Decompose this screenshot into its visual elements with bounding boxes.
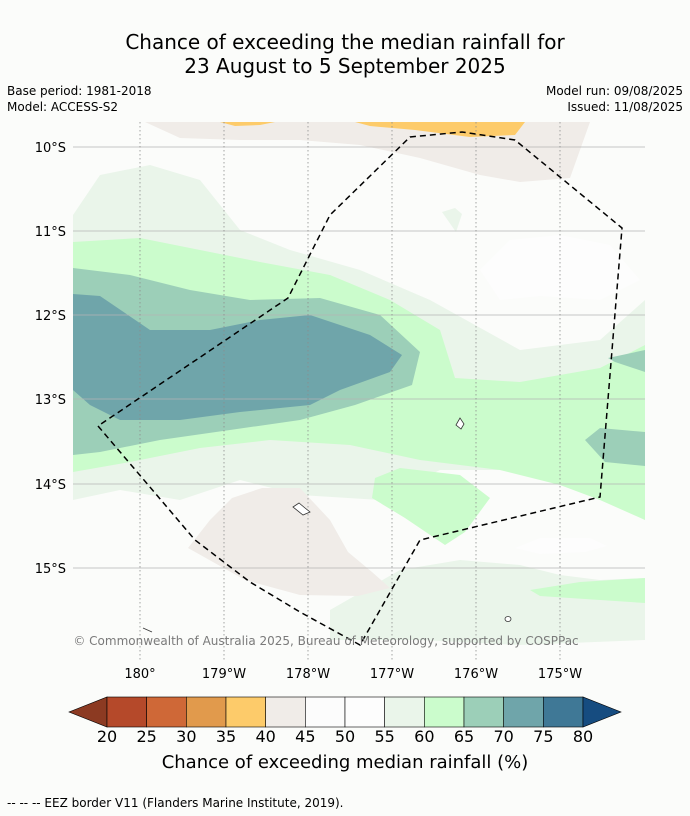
contour-60-65-patch [372, 468, 490, 545]
title-line-1: Chance of exceeding the median rainfall … [125, 30, 565, 54]
issued-label: Issued: 11/08/2025 [567, 100, 683, 114]
contour-60-65-south [530, 578, 645, 603]
colorbar-tick-label: 20 [96, 727, 118, 746]
lon-label: 177°W [370, 667, 414, 682]
model-label: Model: ACCESS-S2 [7, 100, 119, 114]
meta-left: Base period: 1981-2018 Model: ACCESS-S2 [7, 83, 152, 115]
colorbar-extend-high [582, 696, 622, 728]
colorbar-swatch [225, 696, 266, 728]
colorbar-tick-label: 40 [255, 727, 276, 746]
base-period-label: Base period: 1981-2018 [7, 84, 152, 98]
rainfall-map: © Commonwealth of Australia 2025, Bureau… [35, 122, 645, 682]
colorbar-swatch [463, 696, 504, 728]
contour-40-45-north [145, 122, 590, 182]
islands [142, 417, 512, 633]
island-3 [504, 616, 512, 622]
colorbar-tick-label: 50 [334, 727, 356, 746]
footer-source: -- -- -- EEZ border V11 (Flanders Marine… [7, 796, 344, 810]
lat-label: 10°S [35, 141, 66, 156]
contour-55-60-north [442, 208, 462, 232]
colorbar-tick-label: 70 [493, 727, 514, 746]
colorbar-extend-low [68, 696, 108, 728]
lon-labels: 180° 179°W 178°W 177°W 176°W 175°W [124, 667, 582, 682]
lon-label: 175°W [538, 667, 582, 682]
contour-65-70-east [585, 428, 645, 466]
colorbar-swatch [384, 696, 425, 728]
chart-title: Chance of exceeding the median rainfall … [0, 30, 690, 78]
colorbar-tick-label: 55 [374, 727, 395, 746]
lat-label: 14°S [35, 478, 66, 493]
lat-label: 11°S [35, 225, 66, 240]
lat-labels: 10°S 11°S 12°S 13°S 14°S 15°S [35, 141, 66, 577]
colorbar-swatch [424, 696, 465, 728]
contour-50-55-pocket [515, 538, 607, 554]
colorbar-tick-label: 35 [215, 727, 237, 746]
colorbar-swatch [305, 696, 346, 728]
colorbar-swatch [146, 696, 187, 728]
model-run-label: Model run: 09/08/2025 [545, 84, 683, 98]
meridian-lines [139, 122, 561, 660]
meta-right: Model run: 09/08/2025 Issued: 11/08/2025 [546, 83, 683, 115]
contour-40-45-south [188, 488, 390, 596]
colorbar-tick-label: 75 [533, 727, 554, 746]
colorbar-swatch [265, 696, 306, 728]
colorbar-tick-label: 60 [414, 727, 435, 746]
contour-35-40-top-left [220, 122, 275, 126]
colorbar-tick-label: 80 [572, 727, 594, 746]
gridlines [73, 146, 645, 569]
contour-70-75 [73, 294, 402, 420]
contour-55-60-south [330, 560, 645, 645]
map-fill-layer [73, 122, 645, 660]
colorbar-boxes [68, 696, 622, 728]
island-2 [292, 502, 311, 516]
island-1 [455, 417, 465, 430]
title-line-2: 23 August to 5 September 2025 [184, 54, 506, 78]
contour-65-70-east2 [608, 350, 645, 372]
colorbar-swatch [344, 696, 385, 728]
colorbar-swatch [543, 696, 584, 728]
lat-label: 13°S [35, 393, 66, 408]
lon-label: 179°W [202, 667, 246, 682]
island-4 [142, 627, 153, 633]
colorbar-swatch [186, 696, 227, 728]
colorbar-tick-label: 65 [453, 727, 475, 746]
lon-label: 176°W [454, 667, 498, 682]
lat-label: 12°S [35, 309, 66, 324]
lat-label: 15°S [35, 562, 66, 577]
colorbar [68, 696, 622, 728]
colorbar-title: Chance of exceeding median rainfall (%) [161, 752, 529, 773]
lon-label: 178°W [286, 667, 330, 682]
colorbar-swatch [106, 696, 147, 728]
colorbar-tick-label: 30 [176, 727, 197, 746]
colorbar-tick-label: 25 [136, 727, 157, 746]
copyright-text: © Commonwealth of Australia 2025, Bureau… [73, 634, 578, 648]
colorbar-swatch [503, 696, 544, 728]
lon-label: 180° [124, 667, 155, 682]
contour-35-40-top-right [355, 122, 525, 137]
colorbar-tick-label: 45 [295, 727, 316, 746]
